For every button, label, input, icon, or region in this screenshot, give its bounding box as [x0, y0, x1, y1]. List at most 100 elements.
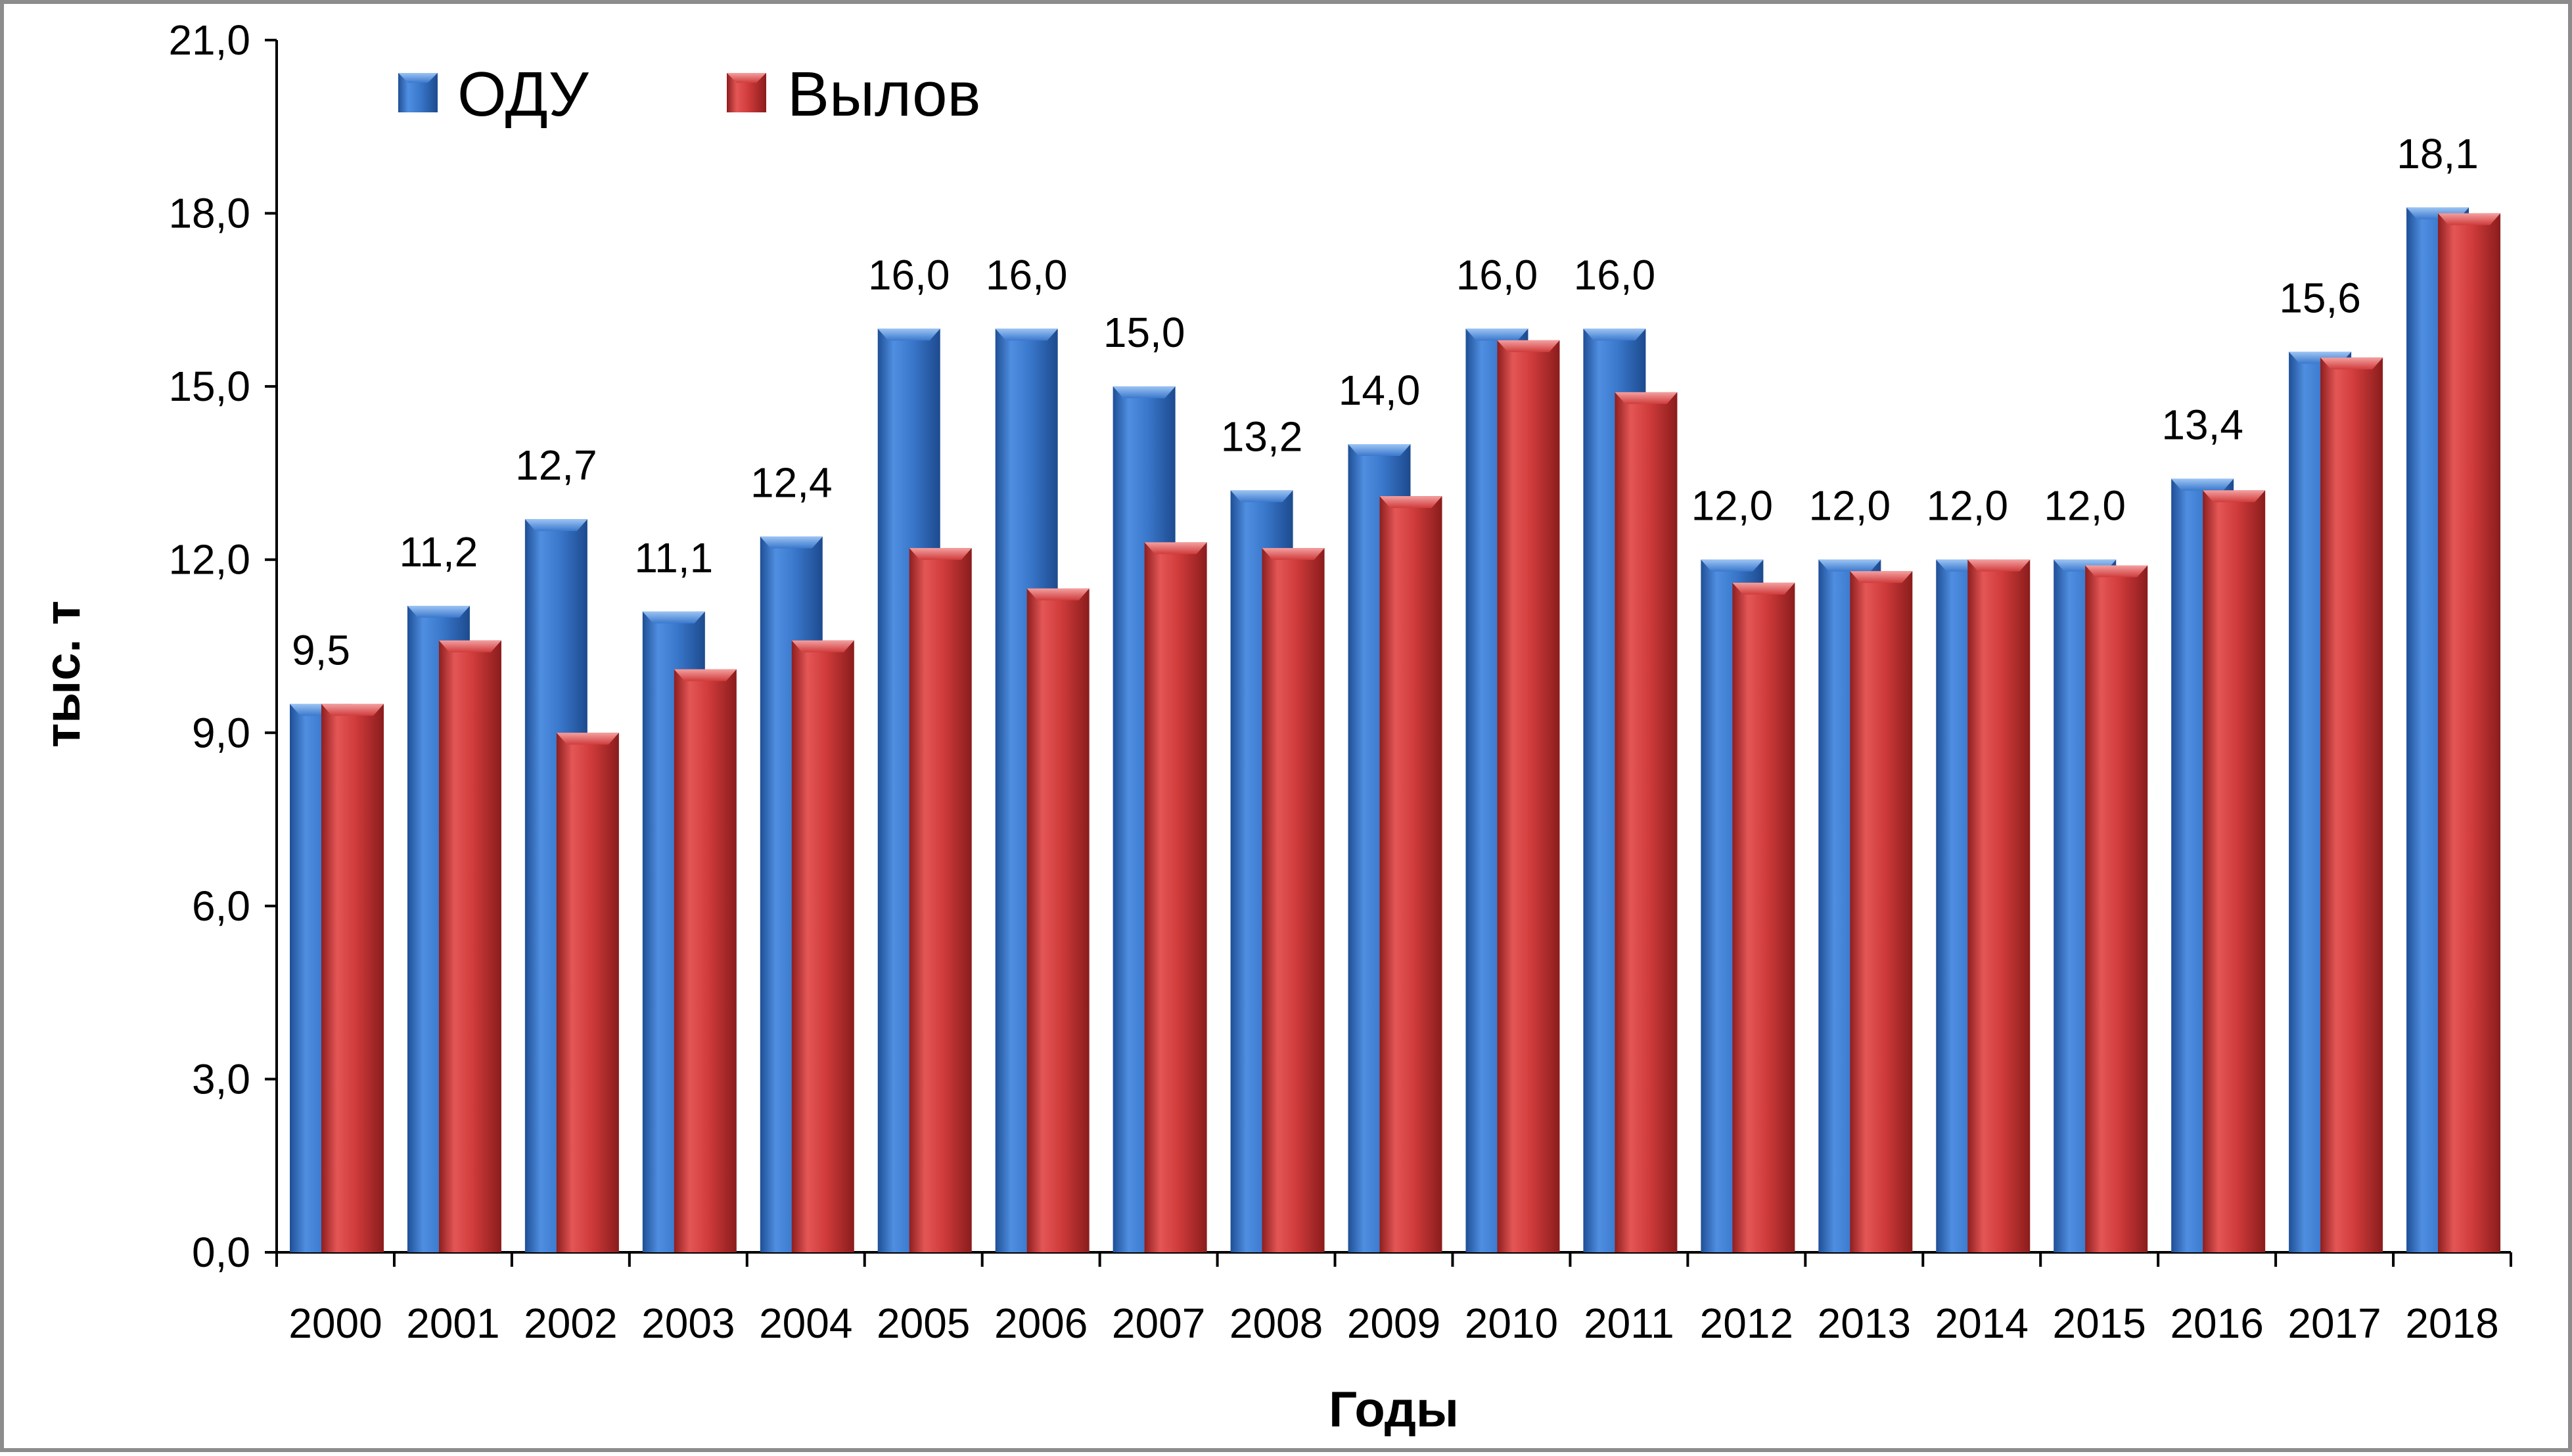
bar-vylov-cap: [1026, 588, 1090, 601]
bar-chart: 0,03,06,09,012,015,018,021,0 2000 2001 200…: [35, 16, 2512, 1438]
bar-vylov-cap: [1379, 496, 1442, 509]
bar-odu-cap: [407, 606, 470, 618]
data-label-odu: 18,1: [2397, 130, 2479, 177]
bar-vylov: [556, 733, 619, 1252]
data-label-odu: 15,0: [1103, 309, 1185, 356]
bar-vylov-cap: [1497, 340, 1560, 352]
x-axis-title: Годы: [1329, 1382, 1459, 1438]
data-label-odu: 16,0: [1574, 251, 1656, 298]
x-tick-label: 2012: [1700, 1300, 1793, 1347]
data-label-odu: 14,0: [1339, 367, 1421, 414]
bar-odu-cap: [760, 536, 823, 549]
bar-vylov: [1144, 542, 1207, 1252]
x-tick-label: 2007: [1112, 1300, 1205, 1347]
bar-vylov-cap: [1850, 571, 1913, 583]
bar-odu-cap: [995, 329, 1058, 341]
data-label-odu: 12,4: [750, 459, 833, 507]
bar-vylov: [1615, 392, 1678, 1252]
bar-vylov-cap: [791, 640, 854, 652]
bar-vylov: [909, 548, 972, 1253]
bar-vylov: [1262, 548, 1325, 1253]
y-tick-label: 9,0: [192, 709, 250, 756]
bar-vylov: [1967, 559, 2031, 1252]
y-tick-label: 18,0: [168, 190, 250, 237]
x-tick-label: 2013: [1818, 1300, 1911, 1347]
bar-odu-cap: [2171, 478, 2234, 491]
bar-vylov: [1850, 571, 1913, 1253]
bar-vylov-cap: [1967, 559, 2031, 572]
bar-vylov: [2203, 490, 2266, 1253]
x-tick-label: 2010: [1465, 1300, 1558, 1347]
y-tick-label: 0,0: [192, 1229, 250, 1276]
data-label-odu: 12,0: [2044, 482, 2126, 530]
x-tick-label: 2015: [2052, 1300, 2146, 1347]
bar-odu-cap: [524, 519, 587, 532]
x-axis: 2000 2001 2002 2003 2004 2005 2006 2007 2008 2009…: [275, 1251, 2512, 1347]
bar-vylov: [674, 669, 737, 1252]
x-tick-label: 2004: [759, 1300, 852, 1347]
bar-vylov: [1026, 588, 1090, 1252]
bar-odu-cap: [1348, 444, 1411, 456]
bar-vylov-cap: [2085, 565, 2148, 578]
bar-vylov: [438, 640, 501, 1252]
data-label-odu: 12,7: [515, 442, 597, 489]
bar-odu-cap: [877, 329, 940, 341]
bar-vylov: [2320, 357, 2383, 1252]
y-tick-label: 15,0: [168, 363, 250, 410]
data-label-odu: 13,2: [1221, 413, 1303, 460]
legend-swatch-vylov-cap: [727, 73, 766, 83]
bar-vylov: [2438, 213, 2501, 1253]
bar-vylov-cap: [321, 704, 384, 716]
data-label-odu: 11,1: [634, 534, 713, 581]
y-tick-label: 12,0: [168, 536, 250, 583]
data-label-odu: 12,0: [1809, 482, 1891, 530]
x-tick-label: 2011: [1584, 1300, 1674, 1347]
bar-vylov-cap: [909, 548, 972, 560]
x-tick-label: 2017: [2287, 1300, 2381, 1347]
x-tick-label: 2018: [2405, 1300, 2498, 1347]
x-tick-label: 2005: [877, 1300, 970, 1347]
bar-vylov-cap: [556, 733, 619, 745]
data-label-odu: 16,0: [986, 251, 1068, 298]
y-axis: 0,0 3,0 6,0 9,0 12,0 15,0 18,0 21,0: [168, 16, 278, 1276]
legend-label-vylov: Вылов: [787, 59, 981, 129]
data-label-odu: 15,6: [2279, 274, 2361, 321]
data-label-odu: 13,4: [2161, 401, 2243, 449]
x-tick-label: 2009: [1347, 1300, 1440, 1347]
bar-vylov: [1497, 340, 1560, 1252]
x-tick-label: 2014: [1935, 1300, 2029, 1347]
bar-vylov: [1379, 496, 1442, 1252]
y-tick-label: 21,0: [168, 16, 250, 64]
y-tick-label: 3,0: [192, 1055, 250, 1103]
bar-odu-cap: [1818, 559, 1881, 572]
bar-odu-cap: [1465, 329, 1528, 341]
bar-odu-cap: [1113, 386, 1176, 399]
bar-vylov-cap: [2203, 490, 2266, 503]
bar-odu-cap: [1230, 490, 1293, 503]
data-label-odu: 16,0: [1456, 251, 1538, 298]
data-labels: 9,5 11,2 12,7 11,1 12,4 16,0 16,0 15,0 13,2 14,0 1…: [292, 130, 2479, 674]
bar-vylov-cap: [1732, 582, 1795, 595]
legend-label-odu: ОДУ: [457, 59, 589, 129]
bar-odu-cap: [642, 611, 705, 624]
bar-vylov-cap: [2438, 213, 2501, 225]
bar-vylov: [791, 640, 854, 1252]
x-tick-label: 2016: [2170, 1300, 2263, 1347]
data-label-odu: 9,5: [292, 626, 350, 673]
bar-vylov-cap: [2320, 357, 2383, 370]
x-tick-label: 2002: [524, 1300, 617, 1347]
bar-vylov-cap: [1144, 542, 1207, 555]
bar-vylov-cap: [674, 669, 737, 681]
data-label-odu: 12,0: [1691, 482, 1774, 530]
x-tick-label: 2001: [406, 1300, 499, 1347]
data-label-odu: 16,0: [868, 251, 950, 298]
bar-vylov-cap: [1615, 392, 1678, 404]
y-tick-label: 6,0: [192, 882, 250, 930]
bar-vylov: [2085, 565, 2148, 1252]
y-axis-title: тыс. т: [35, 601, 91, 748]
bar-odu-cap: [1701, 559, 1764, 572]
legend: ОДУ Вылов: [398, 59, 981, 129]
x-tick-label: 2008: [1229, 1300, 1323, 1347]
bar-vylov: [1732, 582, 1795, 1252]
